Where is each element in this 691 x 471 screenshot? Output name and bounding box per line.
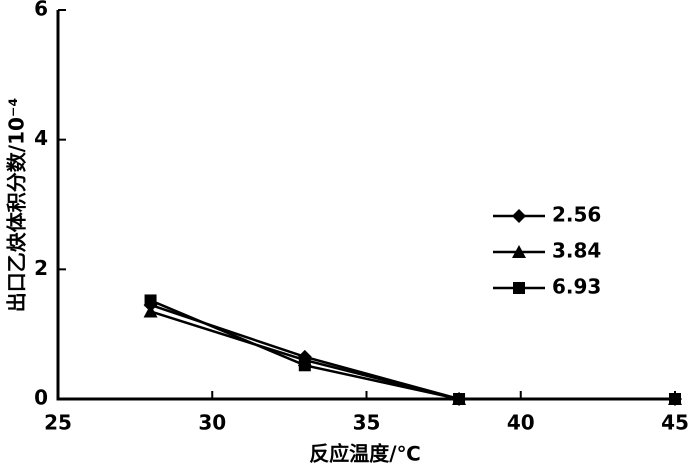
marker <box>669 393 681 405</box>
legend-marker <box>513 282 525 294</box>
x-tick-label: 30 <box>198 411 226 435</box>
series-line <box>150 303 675 401</box>
x-tick-label: 25 <box>44 411 72 435</box>
legend-label: 2.56 <box>552 203 601 227</box>
x-tick-label: 45 <box>661 411 689 435</box>
series-line <box>150 299 675 401</box>
y-axis-label: 出口乙炔体积分数/10⁻⁴ <box>5 98 29 312</box>
x-axis-label: 反应温度/℃ <box>309 442 421 466</box>
marker <box>144 294 157 307</box>
x-tick-label: 35 <box>353 411 381 435</box>
x-tick-label: 40 <box>507 411 535 435</box>
marker <box>298 359 311 372</box>
y-tick-label: 6 <box>34 0 48 21</box>
y-tick-label: 4 <box>34 126 48 150</box>
marker <box>453 393 466 405</box>
legend-label: 6.93 <box>552 275 601 299</box>
legend-label: 3.84 <box>552 239 601 263</box>
marker <box>143 304 158 318</box>
legend-marker <box>512 245 526 258</box>
y-tick-label: 2 <box>34 256 48 280</box>
legend-marker <box>512 209 526 223</box>
y-tick-label: 0 <box>34 386 48 410</box>
